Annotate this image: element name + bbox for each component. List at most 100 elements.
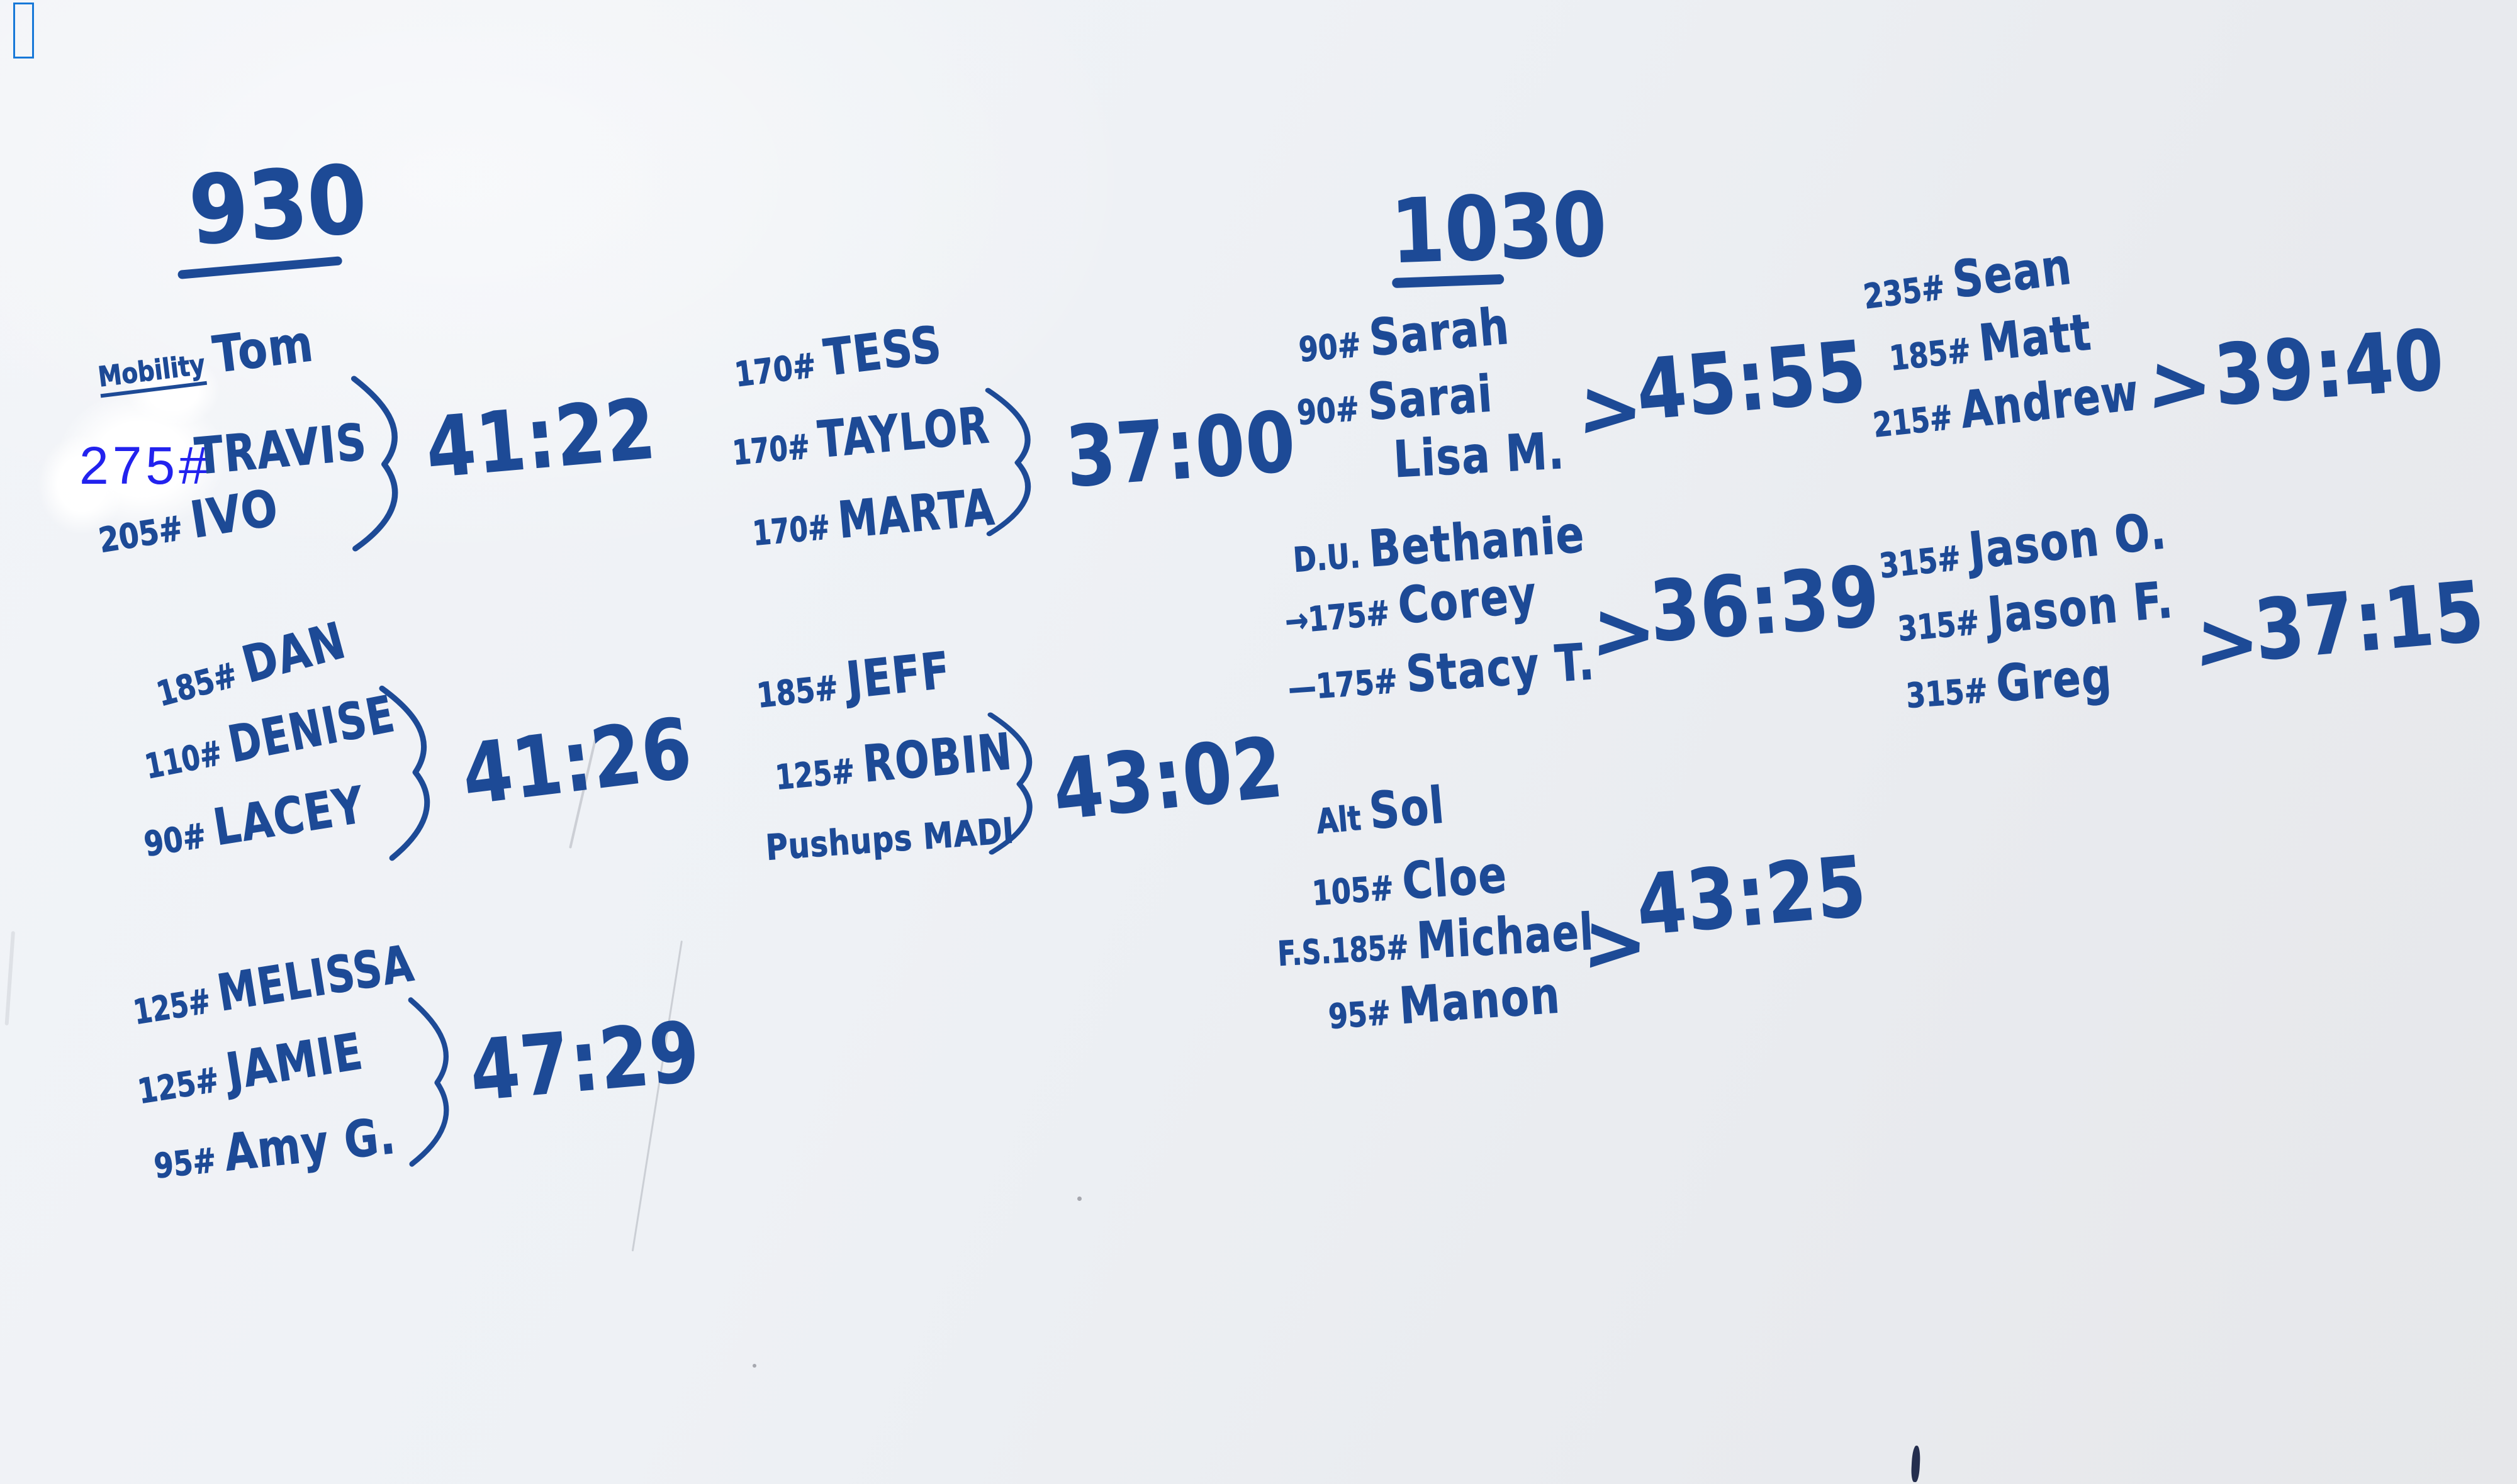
- athlete-name: DAN: [236, 611, 352, 695]
- athlete-entry: 170# MARTA: [750, 477, 997, 554]
- athlete-weight: 185#: [754, 667, 841, 716]
- athlete-entry: 90# Sarai: [1295, 364, 1495, 433]
- athlete-name: JAMIE: [222, 1022, 367, 1102]
- group-time: 45:55: [1633, 323, 1871, 440]
- athlete-name: Amy G.: [221, 1106, 399, 1183]
- athlete-weight: 215#: [1871, 397, 1955, 445]
- athlete-name: Cloe: [1400, 845, 1510, 911]
- athlete-name: LACEY: [210, 775, 369, 857]
- group-bracket: [350, 376, 398, 552]
- athlete-entry: Alt Sol: [1314, 776, 1447, 842]
- athlete-name: Sean: [1949, 237, 2075, 310]
- group-time: 37:00: [1063, 393, 1299, 506]
- class-heading-1030: 1030: [1389, 174, 1608, 284]
- athlete-weight: →175#: [1283, 593, 1391, 642]
- athlete-weight: 315#: [1877, 538, 1963, 586]
- athlete-weight: 315#: [1896, 602, 1982, 649]
- athlete-entry: —175# Stacy T.: [1286, 632, 1597, 708]
- athlete-weight: 95#: [152, 1140, 218, 1186]
- athlete-name: IVO: [186, 477, 283, 550]
- ink-speck: [1077, 1197, 1082, 1201]
- group-time: 39:40: [2211, 311, 2448, 425]
- athlete-entry: 95# Manon: [1326, 966, 1563, 1037]
- gt-mark: >: [1576, 364, 1646, 457]
- athlete-name: TESS: [821, 315, 946, 388]
- athlete-entry: 105# Cloe: [1310, 845, 1510, 913]
- athlete-name: Manon: [1397, 966, 1562, 1036]
- gt-mark: >: [2193, 596, 2263, 689]
- athlete-entry: 125# JAMIE: [133, 1022, 367, 1112]
- athlete-entry: 125# MELISSA: [129, 934, 418, 1033]
- athlete-weight: 90#: [1297, 325, 1363, 370]
- athlete-name: MELISSA: [213, 934, 418, 1023]
- athlete-name: Jason O.: [1966, 501, 2170, 581]
- athlete-entry: 95# Amy G.: [151, 1106, 399, 1186]
- athlete-entry: 90# Sarah: [1296, 296, 1512, 370]
- ink-drip-mark: [1910, 1445, 1921, 1483]
- athlete-name: Tom: [210, 313, 317, 384]
- athlete-weight: 315#: [1905, 670, 1990, 716]
- athlete-entry: 125# ROBIN: [773, 722, 1015, 798]
- athlete-weight: 90#: [141, 815, 210, 865]
- athlete-name: Sol: [1367, 776, 1447, 841]
- athlete-name: DENISE: [223, 684, 400, 774]
- athlete-entry: TRAVIS: [184, 412, 370, 486]
- athlete-entry: 235# Sean: [1860, 237, 2075, 317]
- ink-speck: [1433, 785, 1437, 788]
- athlete-name: Andrew: [1958, 362, 2143, 440]
- athlete-weight: 125#: [130, 981, 214, 1033]
- selection-rectangle: [13, 3, 34, 59]
- athlete-weight: 205#: [96, 508, 186, 561]
- group-time: 41:26: [457, 700, 698, 824]
- erase-smudge: [38, 434, 126, 535]
- gt-mark: >: [2144, 338, 2216, 433]
- class-heading-930: 930: [186, 145, 371, 267]
- athlete-name: Pushups MADI: [764, 810, 1016, 869]
- athlete-weight: 170#: [751, 507, 832, 554]
- athlete-weight: 170#: [732, 345, 819, 395]
- group-time: 47:29: [466, 1003, 705, 1120]
- athlete-entry: 185# Matt: [1886, 303, 2095, 379]
- group-bracket: [985, 388, 1031, 537]
- athlete-weight: D.U.: [1292, 535, 1362, 580]
- athlete-entry: 90# LACEY: [140, 775, 369, 865]
- athlete-name: MARTA: [836, 477, 997, 550]
- athlete-entry: 315# Jason F.: [1895, 570, 2176, 649]
- group-bracket: [987, 712, 1033, 855]
- athlete-entry: 185# JEFF: [754, 640, 953, 716]
- athlete-name: JEFF: [843, 640, 953, 710]
- group-time: 43:25: [1633, 838, 1871, 955]
- athlete-weight: 110#: [142, 733, 226, 787]
- athlete-entry: Lisa M.: [1383, 421, 1567, 489]
- athlete-entry: Pushups MADI: [755, 810, 1016, 869]
- weight-annotation-text: 275#: [79, 436, 212, 495]
- group-bracket: [408, 997, 449, 1167]
- athlete-entry: 215# Andrew: [1870, 362, 2143, 445]
- athlete-weight: 185#: [1887, 330, 1973, 379]
- scratch-mark: [4, 931, 15, 1026]
- athlete-name: Greg: [1994, 647, 2114, 714]
- athlete-name: Matt: [1976, 303, 2095, 373]
- athlete-weight: Alt: [1315, 798, 1363, 842]
- athlete-entry: →175# Corey: [1282, 564, 1540, 642]
- erase-smudge: [126, 352, 220, 428]
- athlete-entry: 170# TESS: [731, 315, 946, 395]
- athlete-name: Bethanie: [1367, 505, 1587, 579]
- athlete-entry: F.S.185# Michael: [1276, 902, 1596, 974]
- athlete-weight: 170#: [731, 427, 812, 473]
- gt-mark: >: [1590, 586, 1658, 678]
- athlete-entry: 170# TAYLOR: [730, 396, 992, 473]
- athlete-name: Michael: [1415, 902, 1596, 971]
- athlete-name: Sarah: [1367, 296, 1512, 367]
- athlete-name: TAYLOR: [816, 396, 992, 469]
- group-time: 43:02: [1048, 718, 1288, 840]
- athlete-weight: 90#: [1296, 389, 1361, 433]
- athlete-name: TRAVIS: [193, 412, 370, 486]
- athlete-name: Corey: [1396, 564, 1540, 636]
- athlete-name: Stacy T.: [1404, 632, 1597, 704]
- athlete-weight: 105#: [1311, 868, 1396, 913]
- athlete-weight: 235#: [1861, 267, 1948, 317]
- athlete-entry: 315# Greg: [1904, 647, 2114, 717]
- athlete-weight: —175#: [1287, 661, 1399, 708]
